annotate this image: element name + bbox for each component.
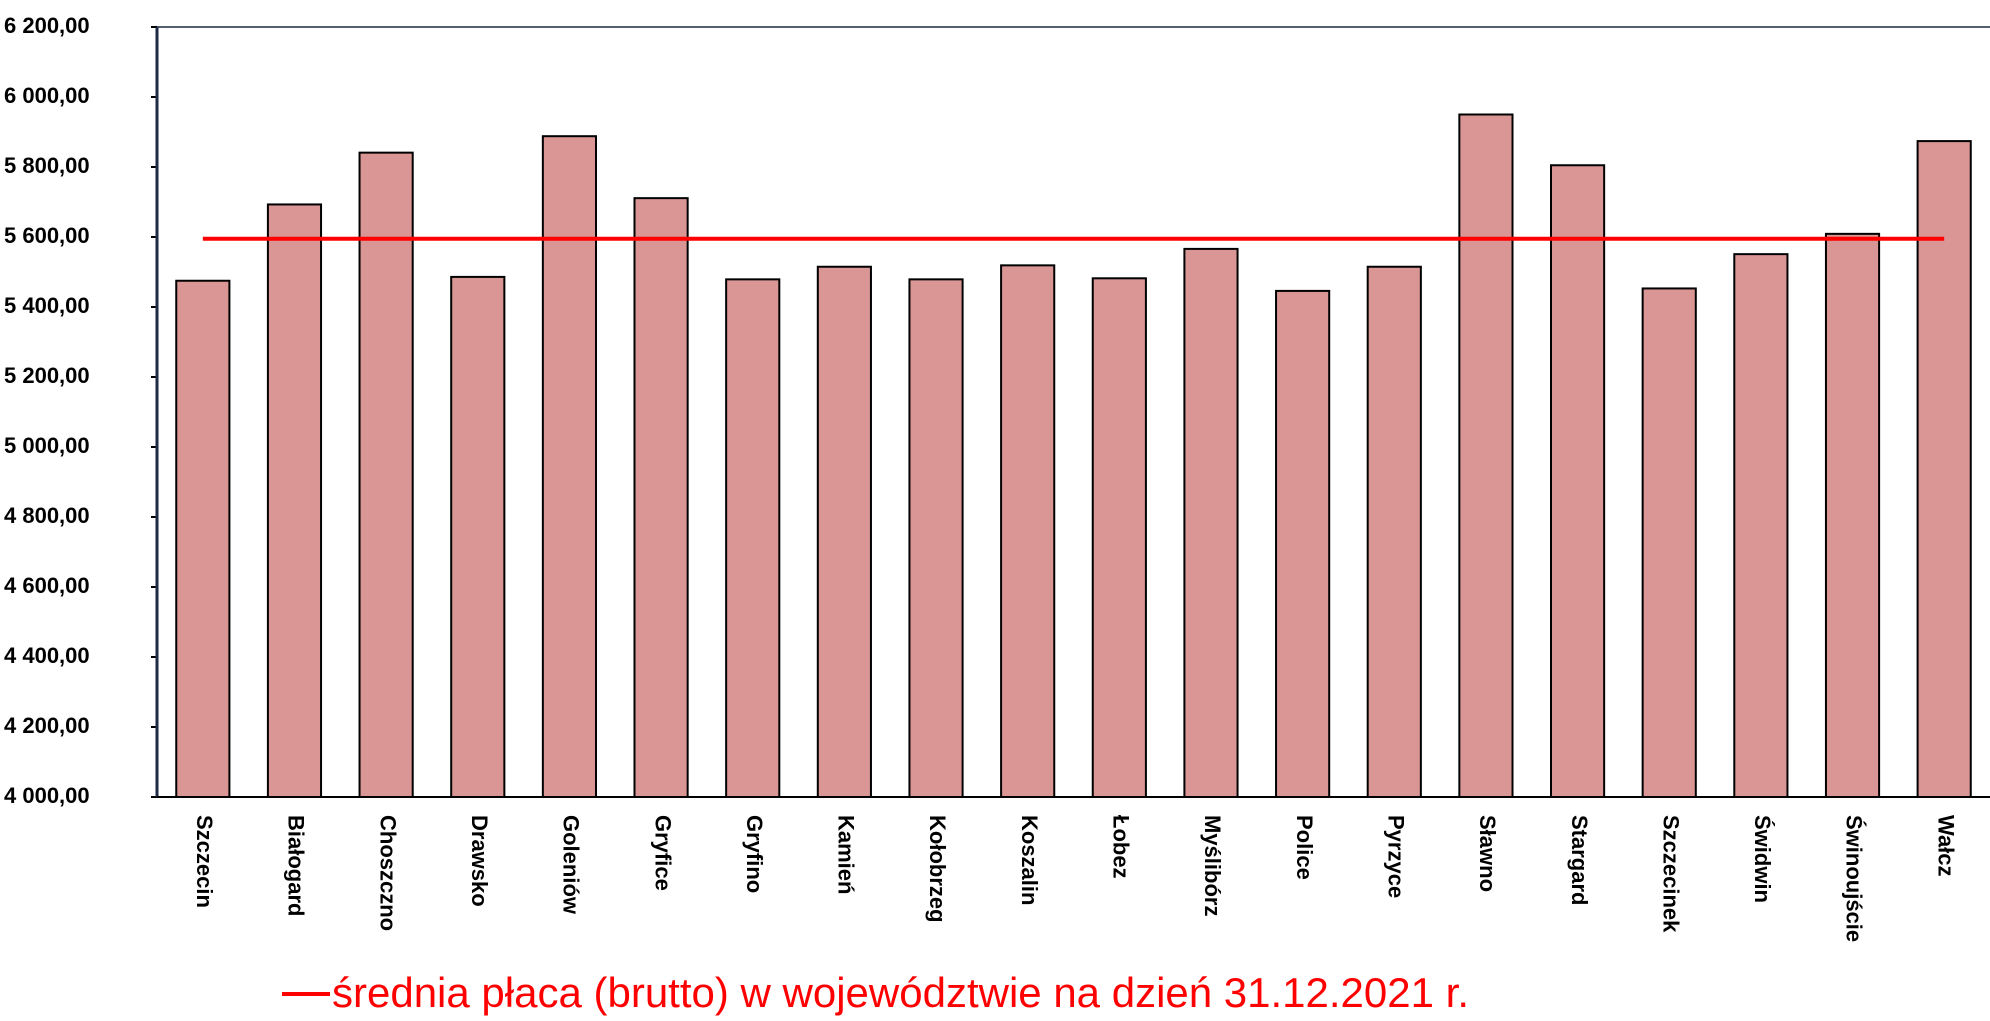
y-tick-label: 4 400,00 [4, 643, 90, 668]
x-tick-label: Police [1292, 815, 1317, 880]
bar [1641, 287, 1697, 798]
bar [1916, 140, 1972, 799]
x-tick-label: Drawsko [467, 815, 492, 907]
bar [541, 135, 598, 798]
bar [725, 278, 781, 799]
x-tick-label: Goleniów [559, 815, 584, 915]
y-tick-label: 6 200,00 [4, 13, 90, 38]
y-tick-label: 4 800,00 [4, 503, 90, 528]
x-tick-label: Myślibórz [1200, 815, 1225, 916]
x-tick-label: Świnoujście [1842, 815, 1867, 942]
y-tick-label: 5 400,00 [4, 293, 90, 318]
bar [633, 197, 689, 798]
x-tick-label: Stargard [1567, 815, 1592, 905]
bar [1549, 164, 1606, 798]
x-tick-label: Sławno [1475, 815, 1500, 892]
x-tick-label: Koszalin [1017, 815, 1042, 905]
bar [1183, 247, 1239, 798]
x-tick-label: Gryfice [650, 815, 675, 891]
y-tick-label: 5 000,00 [4, 433, 90, 458]
y-tick-label: 5 800,00 [4, 153, 90, 178]
legend-label: średnia płaca (brutto) w województwie na… [332, 969, 1469, 1016]
y-tick-label: 5 600,00 [4, 223, 90, 248]
y-tick-label: 4 000,00 [4, 783, 90, 808]
bar [816, 265, 872, 798]
bar [1824, 232, 1881, 799]
y-tick-label: 5 200,00 [4, 363, 90, 388]
bar [1366, 265, 1422, 798]
bar [1733, 253, 1789, 798]
x-tick-label: Choszczno [375, 815, 400, 931]
y-tick-label: 6 000,00 [4, 83, 90, 108]
x-tick-label: Gryfino [742, 815, 767, 893]
x-tick-label: Białogard [284, 815, 309, 916]
y-tick-label: 4 200,00 [4, 713, 90, 738]
bar [908, 278, 964, 799]
bar [1091, 277, 1147, 798]
bar [1000, 264, 1056, 799]
bar [175, 279, 231, 798]
bar [266, 203, 323, 798]
x-tick-label: Pyrzyce [1383, 815, 1408, 898]
x-tick-label: Szczecin [192, 815, 217, 908]
y-tick-label: 4 600,00 [4, 573, 90, 598]
bar [1458, 113, 1514, 798]
bar [450, 275, 506, 798]
x-tick-label: Świdwin [1750, 815, 1775, 903]
x-tick-label: Kamień [834, 815, 859, 894]
x-tick-label: Szczecinek [1658, 815, 1683, 933]
x-tick-label: Wałcz [1933, 815, 1958, 877]
x-tick-label: Łobez [1109, 815, 1134, 879]
x-tick-label: Kołobrzeg [925, 815, 950, 923]
bar [358, 151, 414, 798]
bar [1275, 289, 1331, 798]
